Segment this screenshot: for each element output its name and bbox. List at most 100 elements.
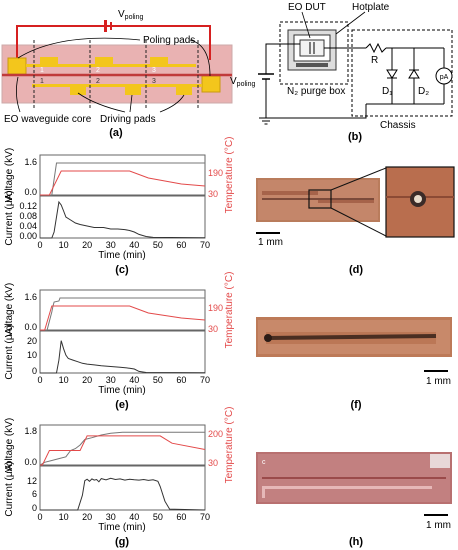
voltage-series-line — [39, 431, 205, 466]
current-axis-label: Current (μA) — [4, 324, 15, 379]
temperature-axis-label: Temperature (°C) — [224, 407, 235, 484]
temperature-series-line — [40, 170, 206, 196]
zoom-box — [308, 189, 332, 209]
x-tick-row: 0 10 20 30 40 50 60 70 — [37, 240, 210, 250]
voltage-axis-label: Voltage (kV) — [4, 418, 15, 472]
corner-mark: c — [262, 459, 266, 466]
caption-b: (b) — [348, 131, 362, 143]
electrode-pad-3-top — [150, 57, 168, 65]
x-tick: 10 — [59, 375, 69, 385]
panel-e: 1.6 0.0 190 30 20 10 0 0 10 20 30 40 50 … — [4, 272, 235, 411]
plot-c-current — [40, 200, 206, 239]
zoom-connector — [330, 207, 387, 237]
plot-frame — [39, 465, 206, 511]
scale-label: 1 mm — [258, 237, 283, 248]
x-tick: 20 — [82, 240, 92, 250]
core-label: EO waveguide core — [4, 114, 92, 125]
y2-tick: 30 — [208, 324, 218, 334]
plot-c-voltage-temp — [40, 162, 206, 196]
pointer-driving-1 — [77, 92, 126, 113]
x-tick: 10 — [59, 512, 69, 522]
electrode-label: 3 — [152, 67, 156, 74]
driving-pad-1 — [70, 86, 86, 95]
y2-tick: 190 — [208, 168, 223, 178]
pointer-hotplate — [335, 11, 366, 35]
voltage-series-line — [40, 297, 205, 331]
x-tick: 30 — [106, 512, 116, 522]
y-tick: 0.08 — [19, 211, 37, 221]
caption-f: (f) — [351, 399, 362, 411]
electrode-label: 3 — [152, 78, 156, 85]
y-tick: 0.04 — [19, 221, 37, 231]
x-tick: 50 — [153, 375, 163, 385]
x-tick: 70 — [200, 512, 210, 522]
voltage-axis-label: Voltage (kV) — [4, 148, 15, 202]
poling-pad-right — [201, 75, 221, 93]
y-tick: 0.0 — [24, 322, 37, 332]
electrode-label: 1 — [40, 67, 44, 74]
y-tick: 12 — [27, 476, 37, 486]
electrode-label: 2 — [96, 78, 100, 85]
y-tick: 0 — [32, 503, 37, 513]
y-tick: 1.6 — [24, 292, 37, 302]
plot-frame — [39, 330, 206, 374]
panel-d: 1 mm (d) — [256, 166, 455, 276]
wire-return — [265, 79, 367, 119]
pointer-core — [16, 76, 21, 113]
zoom-connector — [330, 167, 387, 191]
temperature-series-line — [40, 435, 206, 466]
x-tick: 30 — [106, 240, 116, 250]
x-tick: 70 — [200, 240, 210, 250]
x-tick: 20 — [82, 375, 92, 385]
caption-c: (c) — [115, 264, 129, 276]
plot-e-voltage-temp — [40, 297, 206, 331]
pointer-driving-3 — [159, 94, 185, 113]
electrode-bus-bottom — [32, 84, 202, 87]
scale-bar — [424, 370, 448, 372]
x-tick-row: 0 10 20 30 40 50 60 70 — [37, 375, 210, 385]
poling-wire — [16, 25, 211, 60]
plot-frame — [39, 289, 206, 331]
damage-spot — [264, 334, 272, 342]
purge-box-label: N₂ purge box — [287, 86, 345, 97]
scale-bar — [424, 514, 448, 516]
source-label: Vpoling — [230, 76, 255, 88]
y2-tick: 30 — [208, 189, 218, 199]
driving-pad-3 — [176, 86, 192, 95]
scale-label: 1 mm — [426, 376, 451, 387]
y-tick: 0.0 — [24, 457, 37, 467]
pointer-poling-left — [17, 37, 141, 59]
y-tick: 10 — [27, 350, 37, 360]
poling-pad-left — [7, 57, 27, 75]
x-tick-row: 0 10 20 30 40 50 60 70 — [37, 512, 210, 522]
d2-label: D₂ — [418, 86, 429, 97]
bright-pad — [430, 454, 450, 468]
y-tick: 6 — [32, 489, 37, 499]
temperature-series-line — [40, 305, 206, 331]
eo-dut-chip — [299, 39, 325, 57]
resistor-label: R — [371, 55, 378, 66]
plot-frame — [39, 154, 206, 196]
electrode-bus-top — [26, 64, 196, 67]
x-axis-label: Time (min) — [98, 250, 145, 261]
scale-label: 1 mm — [426, 520, 451, 531]
plot-frame — [39, 424, 206, 466]
plot-g-voltage-temp — [39, 431, 206, 466]
inset-defect-core — [414, 195, 422, 203]
current-series-line — [40, 200, 206, 239]
x-tick: 40 — [129, 375, 139, 385]
y2-tick: 200 — [208, 429, 223, 439]
resistor-symbol — [365, 42, 387, 54]
x-tick: 50 — [153, 240, 163, 250]
micrograph-trace — [262, 191, 318, 195]
burned-waveguide — [267, 334, 437, 340]
caption-g: (g) — [115, 536, 129, 548]
y-tick: 1.6 — [24, 157, 37, 167]
eo-dut-label: EO DUT — [288, 2, 326, 13]
micrograph-trace — [262, 486, 432, 489]
diode-d1 — [386, 69, 398, 79]
panel-f: 1 mm (f) — [256, 317, 452, 411]
y-tick: 20 — [27, 336, 37, 346]
x-tick: 20 — [82, 512, 92, 522]
micrograph-trace — [262, 486, 265, 498]
